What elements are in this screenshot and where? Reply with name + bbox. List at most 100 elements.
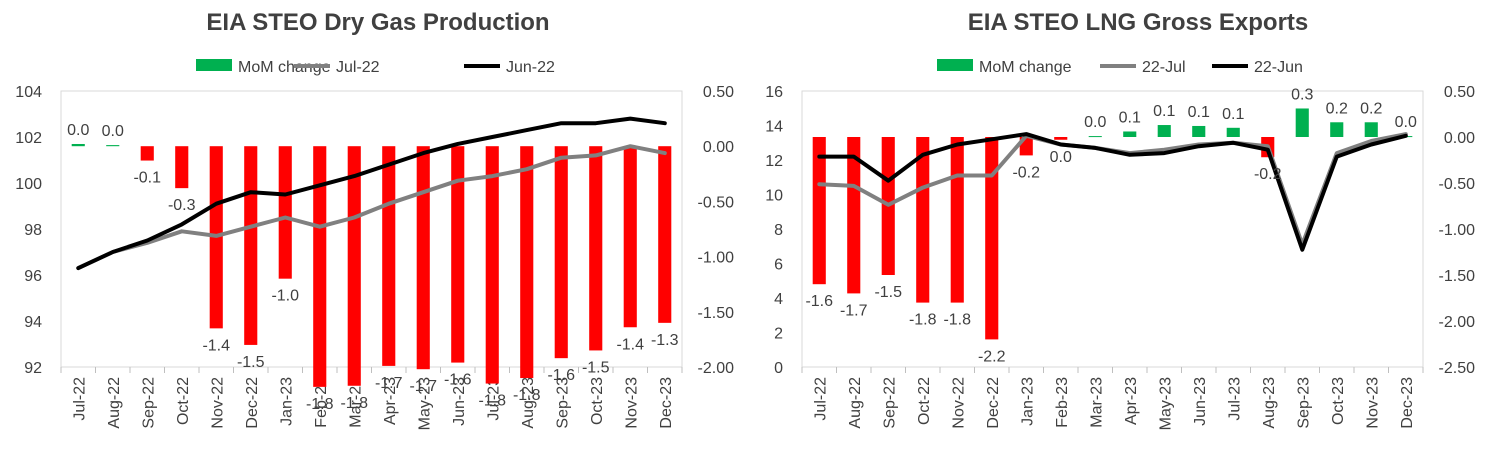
data-label: 0.0 xyxy=(102,123,124,140)
legend-swatch xyxy=(937,59,973,71)
x-tick-label: Feb-23 xyxy=(1054,377,1071,428)
x-tick-label: May-23 xyxy=(416,377,433,430)
mom-bar xyxy=(278,146,292,279)
x-tick-label: Oct-23 xyxy=(1330,377,1347,425)
y-right-tick-label: -1.50 xyxy=(1439,268,1476,285)
y-right-tick-label: -1.00 xyxy=(1439,222,1476,239)
x-tick-label: Jul-23 xyxy=(1226,377,1243,421)
data-label: 0.0 xyxy=(1395,114,1417,131)
series-line xyxy=(817,132,1408,252)
y-left-tick-label: 0 xyxy=(774,360,783,377)
data-label: 0.0 xyxy=(67,122,89,139)
y-left-tick-label: 8 xyxy=(774,222,783,239)
mom-bar xyxy=(658,146,672,323)
mom-bar xyxy=(1054,137,1068,140)
data-label: -1.8 xyxy=(306,396,334,413)
mom-bar xyxy=(554,146,568,359)
data-label: -1.8 xyxy=(478,393,506,410)
x-tick-label: Aug-22 xyxy=(847,377,864,429)
x-tick-label: Mar-23 xyxy=(1088,377,1105,428)
data-label: -1.3 xyxy=(651,332,679,349)
data-label: -0.2 xyxy=(1012,164,1040,181)
x-tick-label: Dec-22 xyxy=(244,377,261,429)
chart-title: EIA STEO LNG Gross Exports xyxy=(968,9,1309,36)
y-left-tick-label: 14 xyxy=(765,119,783,136)
mom-bar xyxy=(485,146,499,384)
legend-swatch xyxy=(196,59,232,71)
data-label: 0.1 xyxy=(1119,109,1141,126)
x-tick-label: Mar-23 xyxy=(347,377,364,428)
y-right-tick-label: -2.00 xyxy=(698,360,735,377)
data-label: -1.5 xyxy=(237,354,265,371)
legend-entry: 22-Jun xyxy=(1254,59,1303,76)
x-tick-label: Feb-23 xyxy=(313,377,330,428)
mom-bar xyxy=(1088,136,1102,138)
x-tick-label: Nov-22 xyxy=(950,377,967,429)
y-left-tick-label: 102 xyxy=(15,130,42,147)
x-tick-label: Sep-23 xyxy=(1295,377,1312,429)
data-label: 0.1 xyxy=(1188,104,1210,121)
data-label: -1.5 xyxy=(582,359,610,376)
y-left-tick-label: 2 xyxy=(774,326,783,343)
mom-bar xyxy=(1157,125,1171,137)
x-tick-label: Sep-23 xyxy=(554,377,571,429)
y-right-tick-label: -0.50 xyxy=(1439,176,1476,193)
y-left-tick-label: 4 xyxy=(774,291,783,308)
plot-area xyxy=(60,90,683,368)
x-tick-label: Aug-23 xyxy=(520,377,537,429)
y-right-tick-label: 0.00 xyxy=(703,139,734,156)
x-tick-label: Oct-23 xyxy=(589,377,606,425)
legend-entry: Jul-22 xyxy=(336,59,380,76)
data-label: 0.1 xyxy=(1222,106,1244,123)
data-label: -1.7 xyxy=(409,378,437,395)
data-label: 0.1 xyxy=(1153,103,1175,120)
x-tick-label: Apr-23 xyxy=(382,377,399,425)
data-label: -1.6 xyxy=(444,372,472,389)
x-tick-label: Jul-22 xyxy=(71,377,88,421)
mom-bar xyxy=(313,146,327,387)
mom-bar xyxy=(382,146,396,366)
y-left-tick-label: 98 xyxy=(24,222,42,239)
data-label: -1.6 xyxy=(805,293,833,310)
chart-2: EIA STEO LNG Gross Exports 16 14 12 10 8 6 4 2 0 0… xyxy=(765,9,1475,430)
y-left-tick-label: 96 xyxy=(24,268,42,285)
mom-bar xyxy=(71,143,85,147)
y-left-tick-label: 100 xyxy=(15,176,42,193)
y-left-tick-label: 94 xyxy=(24,314,42,331)
y-right-tick-label: 0.00 xyxy=(1444,130,1475,147)
mom-bar xyxy=(1364,122,1378,137)
mom-bar xyxy=(520,146,534,379)
y-right-tick-label: -2.50 xyxy=(1439,360,1476,377)
data-label: -1.5 xyxy=(874,284,902,301)
x-tick-label: Nov-23 xyxy=(1364,377,1381,429)
data-label: -1.4 xyxy=(202,337,230,354)
x-tick-label: Sep-22 xyxy=(140,377,157,429)
mom-bar xyxy=(950,137,964,303)
x-tick-label: Nov-22 xyxy=(209,377,226,429)
data-label: -1.0 xyxy=(271,288,299,305)
mom-bar xyxy=(812,137,826,285)
legend-entry: MoM change xyxy=(979,59,1072,76)
y-left-tick-label: 12 xyxy=(765,153,783,170)
chart-1: EIA STEO Dry Gas Production 104 102 100 98 96… xyxy=(15,9,734,430)
x-tick-label: Oct-22 xyxy=(175,377,192,425)
y-right-tick-label: 0.50 xyxy=(1444,84,1475,101)
mom-bar xyxy=(847,137,861,294)
mom-bar xyxy=(1226,127,1240,137)
data-label: -0.2 xyxy=(1254,166,1282,183)
legend-entry: 22-Jul xyxy=(1142,59,1186,76)
mom-bar xyxy=(985,137,999,340)
x-tick-label: Sep-22 xyxy=(881,377,898,429)
mom-bar xyxy=(916,137,930,303)
mom-bar xyxy=(1192,125,1206,137)
data-label: -1.8 xyxy=(943,312,971,329)
data-label: -0.3 xyxy=(168,197,196,214)
x-tick-label: Jan-23 xyxy=(278,377,295,426)
y-right-tick-label: -1.00 xyxy=(698,250,735,267)
x-tick-label: Aug-23 xyxy=(1261,377,1278,429)
mom-bar xyxy=(244,146,258,345)
y-right-tick-label: -1.50 xyxy=(698,305,735,322)
mom-bar xyxy=(140,146,154,161)
mom-bar xyxy=(451,146,465,363)
mom-bar xyxy=(106,145,120,147)
